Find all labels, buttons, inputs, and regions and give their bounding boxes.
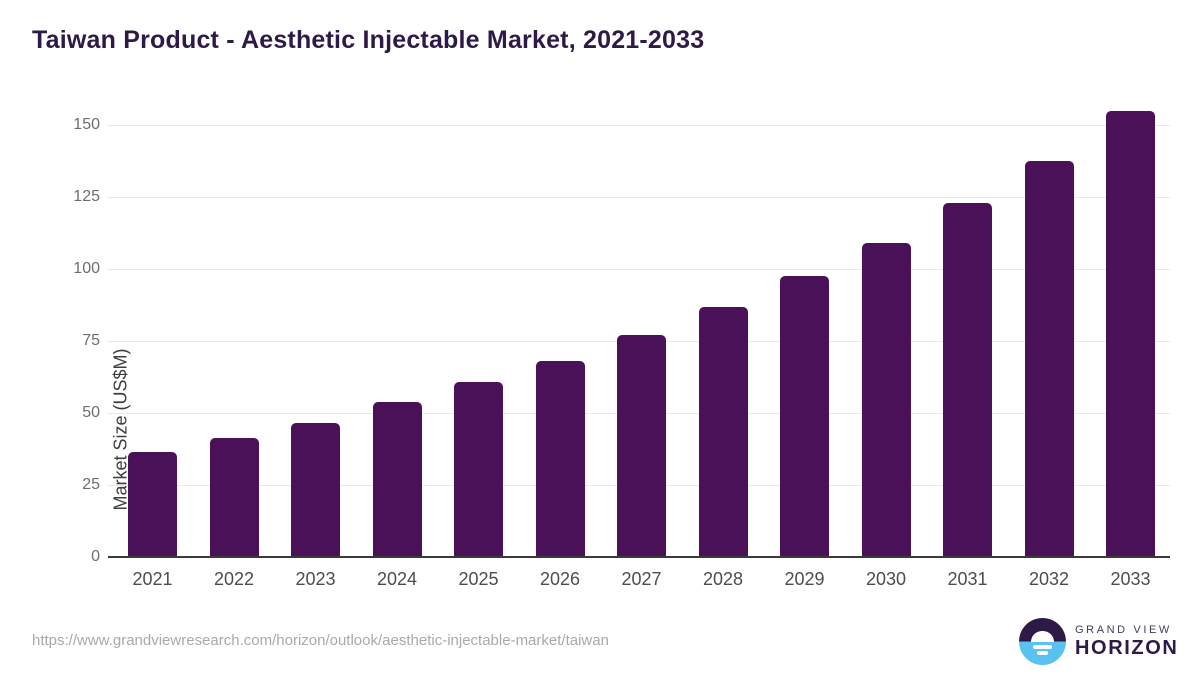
bar-2029 bbox=[780, 275, 829, 557]
x-tick-label-2033: 2033 bbox=[1110, 569, 1151, 589]
x-tick-label-2024: 2024 bbox=[376, 569, 418, 589]
x-tick-label-2025: 2025 bbox=[458, 569, 499, 589]
y-tick-label-50: 50 bbox=[82, 404, 100, 422]
y-tick-label-25: 25 bbox=[82, 476, 100, 493]
bar-2030 bbox=[861, 242, 911, 557]
gridline-150 bbox=[108, 125, 1170, 127]
grand-view-horizon-logo: GRAND VIEW HORIZON bbox=[1019, 618, 1178, 665]
bar-2022 bbox=[209, 437, 259, 557]
x-axis-line bbox=[108, 556, 1170, 558]
bar-2031 bbox=[943, 203, 992, 557]
source-url: https://www.grandviewresearch.com/horizo… bbox=[32, 632, 609, 649]
x-tick-label-2026: 2026 bbox=[539, 569, 581, 589]
x-tick-label-2032: 2032 bbox=[1028, 569, 1070, 589]
logo-text: GRAND VIEW HORIZON bbox=[1075, 624, 1178, 660]
bar-chart-plot-area: Market Size (US$M) 0 25 50 75 100 125 150 2021… bbox=[73, 100, 1170, 589]
chart-title: Taiwan Product - Aesthetic Injectable Ma… bbox=[32, 26, 705, 54]
y-tick-label-0: 0 bbox=[91, 548, 100, 565]
x-tick-label-2021: 2021 bbox=[132, 569, 173, 589]
logo-product-name: HORIZON bbox=[1075, 636, 1179, 659]
x-tick-label-2030: 2030 bbox=[865, 569, 907, 589]
x-tick-label-2031: 2031 bbox=[947, 569, 988, 589]
y-tick-label-150: 150 bbox=[73, 116, 100, 134]
bar-2021 bbox=[128, 452, 177, 557]
x-tick-label-2027: 2027 bbox=[621, 569, 662, 589]
gridline-100 bbox=[108, 269, 1170, 271]
x-tick-label-2029: 2029 bbox=[784, 569, 825, 589]
bar-2024 bbox=[372, 401, 422, 557]
bar-2023 bbox=[291, 422, 340, 557]
gridline-125 bbox=[108, 197, 1170, 199]
bar-2025 bbox=[454, 382, 503, 557]
horizon-sun-icon bbox=[1019, 618, 1066, 665]
y-tick-label-75: 75 bbox=[82, 332, 100, 350]
bar-2032 bbox=[1024, 160, 1074, 557]
bar-2028 bbox=[698, 307, 748, 557]
logo-brand-name: GRAND VIEW bbox=[1075, 623, 1172, 636]
y-tick-label-125: 125 bbox=[73, 188, 100, 206]
bar-2033 bbox=[1106, 110, 1155, 557]
x-tick-label-2023: 2023 bbox=[295, 569, 336, 589]
x-tick-label-2028: 2028 bbox=[702, 569, 744, 589]
y-tick-label-100: 100 bbox=[73, 260, 100, 278]
bar-2026 bbox=[535, 360, 585, 557]
x-tick-label-2022: 2022 bbox=[213, 569, 255, 589]
bar-2027 bbox=[617, 334, 666, 557]
